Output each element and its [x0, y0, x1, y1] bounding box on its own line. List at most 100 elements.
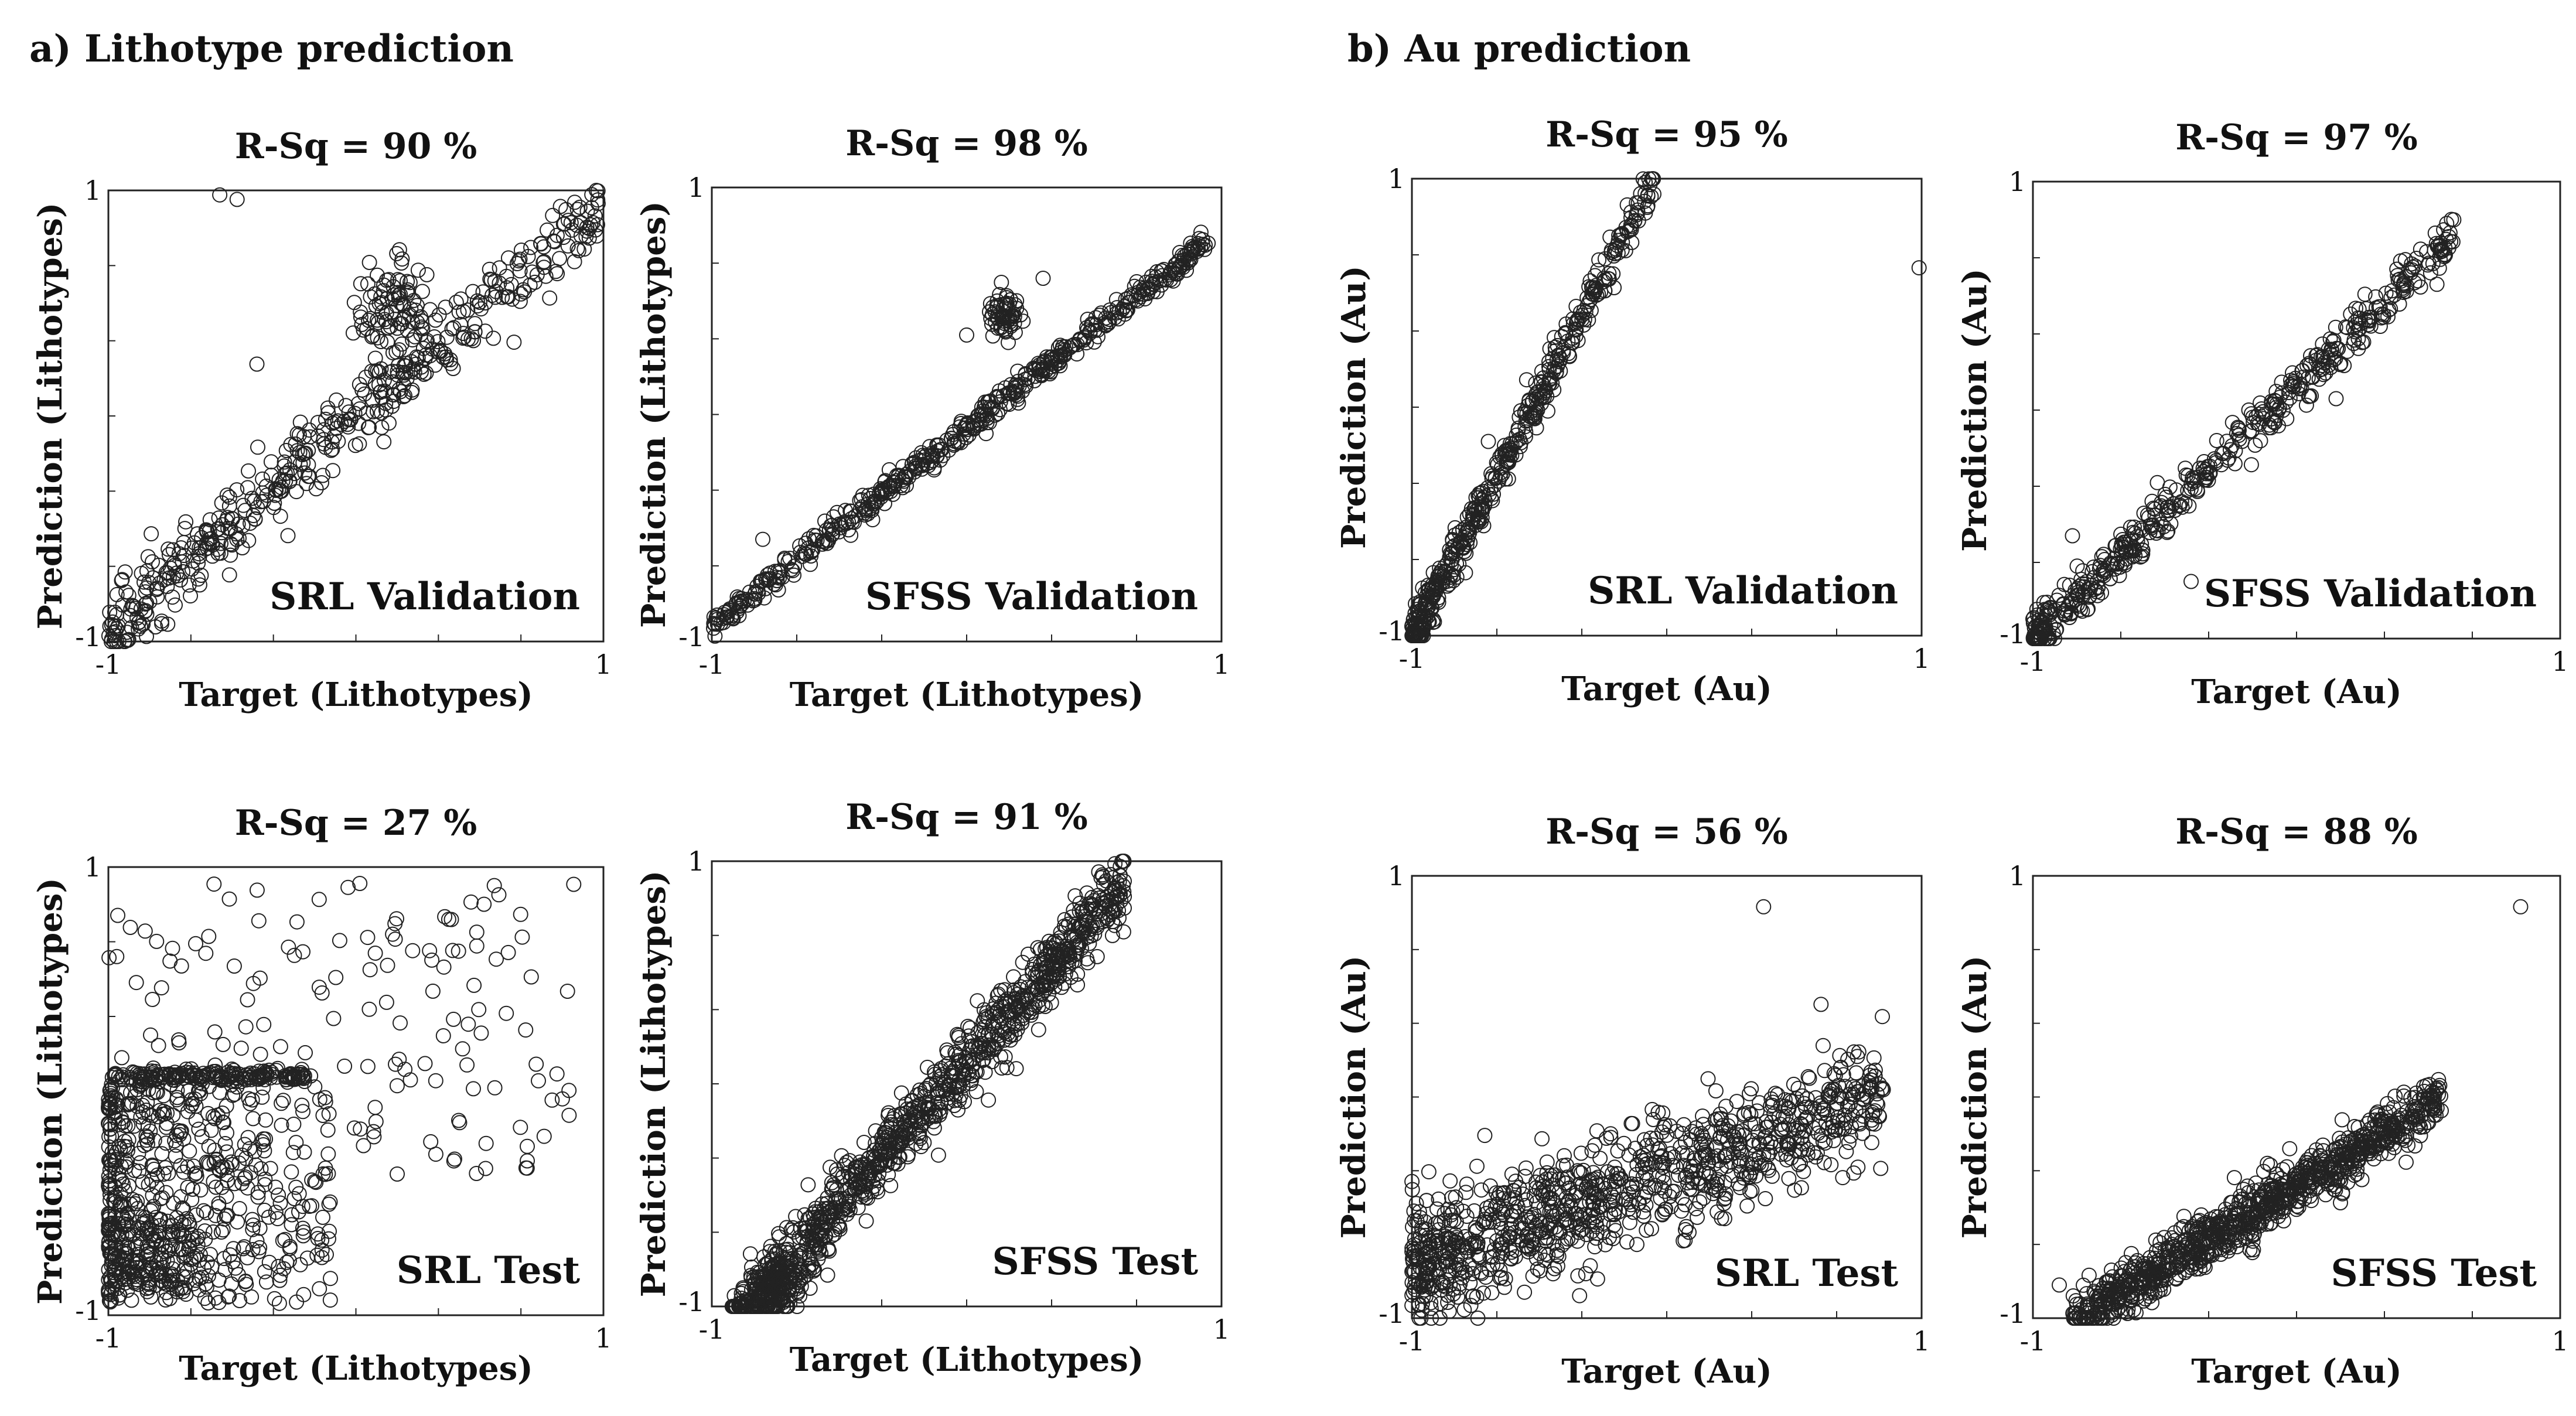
data-point: [982, 304, 997, 320]
data-point: [237, 503, 253, 518]
data-point: [256, 1016, 272, 1032]
data-point: [368, 1114, 384, 1130]
data-point: [405, 943, 421, 958]
chart-annotation: SRL Test: [397, 1248, 581, 1292]
data-point: [143, 1027, 158, 1043]
data-point: [487, 1080, 503, 1096]
data-point: [1622, 1214, 1637, 1230]
data-point: [581, 230, 597, 246]
data-point: [2328, 391, 2344, 407]
data-point: [540, 222, 555, 238]
data-point: [141, 575, 157, 591]
data-point: [820, 1267, 835, 1283]
x-tick-label-max: 1: [595, 649, 612, 680]
data-point: [357, 386, 373, 402]
data-point: [369, 404, 385, 419]
data-point: [1534, 1131, 1550, 1147]
data-point: [137, 604, 153, 620]
data-point: [231, 1201, 247, 1216]
data-point: [512, 294, 528, 309]
data-point: [456, 329, 472, 345]
data-point: [316, 422, 332, 438]
data-point: [378, 994, 394, 1010]
data-point: [1700, 1071, 1716, 1087]
data-point: [992, 394, 1008, 410]
data-point: [958, 418, 974, 434]
data-point: [561, 213, 576, 228]
data-point: [1154, 277, 1169, 293]
data-point: [513, 243, 529, 258]
data-point: [318, 439, 333, 455]
data-point: [471, 1002, 487, 1018]
panel-b-title: b) Au prediction: [1347, 27, 1691, 71]
x-tick-label-min: -1: [1399, 643, 1425, 674]
data-point: [590, 217, 605, 233]
data-point: [1603, 1126, 1619, 1142]
data-point: [500, 250, 516, 266]
data-point: [122, 608, 138, 623]
data-point: [552, 251, 567, 267]
data-point: [438, 299, 453, 315]
data-point: [343, 411, 359, 427]
data-point: [289, 426, 305, 442]
data-point: [460, 331, 476, 347]
data-point: [384, 304, 400, 320]
data-point: [469, 938, 485, 954]
data-point: [280, 528, 296, 544]
y-axis-label: Prediction (Lithotypes): [634, 871, 673, 1298]
data-point: [364, 329, 380, 344]
data-point: [320, 400, 336, 416]
data-point: [939, 432, 955, 448]
data-point: [109, 948, 125, 964]
data-point: [1102, 302, 1118, 318]
data-point: [713, 615, 729, 631]
chart-annotation: SFSS Test: [992, 1240, 1198, 1284]
data-point: [536, 254, 552, 269]
data-point: [214, 495, 230, 511]
data-point: [885, 486, 901, 502]
data-point: [183, 588, 198, 604]
data-point: [1183, 236, 1199, 251]
data-point: [2149, 475, 2165, 490]
data-point: [473, 1025, 489, 1041]
data-point: [194, 1129, 210, 1145]
data-point: [288, 484, 304, 500]
data-point: [332, 933, 347, 948]
data-point: [518, 1022, 534, 1038]
data-point: [394, 336, 410, 352]
data-point: [320, 1122, 336, 1138]
data-point: [807, 533, 823, 548]
data-point: [520, 1138, 535, 1154]
data-point: [249, 882, 265, 898]
data-point: [165, 940, 180, 956]
data-point: [107, 628, 123, 644]
data-point: [1572, 1288, 1588, 1304]
data-point: [1003, 319, 1019, 335]
data-point: [466, 977, 482, 993]
data-point: [370, 330, 385, 346]
chart-title: R-Sq = 91 %: [845, 797, 1088, 838]
data-point: [354, 316, 370, 332]
data-point: [124, 598, 140, 613]
data-point: [361, 1001, 377, 1017]
data-point: [308, 481, 324, 497]
data-point: [416, 366, 432, 382]
data-point: [311, 980, 327, 995]
data-point: [292, 414, 308, 430]
data-point: [272, 1195, 288, 1211]
data-point: [394, 251, 410, 267]
data-point: [533, 236, 549, 252]
data-point: [162, 953, 178, 969]
data-point: [513, 286, 529, 302]
data-point: [138, 584, 153, 600]
data-point: [145, 992, 161, 1007]
data-point: [373, 334, 389, 349]
data-point: [389, 245, 405, 261]
chart-title: R-Sq = 90 %: [235, 126, 477, 167]
data-point: [780, 554, 796, 569]
data-point: [1815, 1038, 1831, 1053]
data-point: [219, 487, 235, 503]
